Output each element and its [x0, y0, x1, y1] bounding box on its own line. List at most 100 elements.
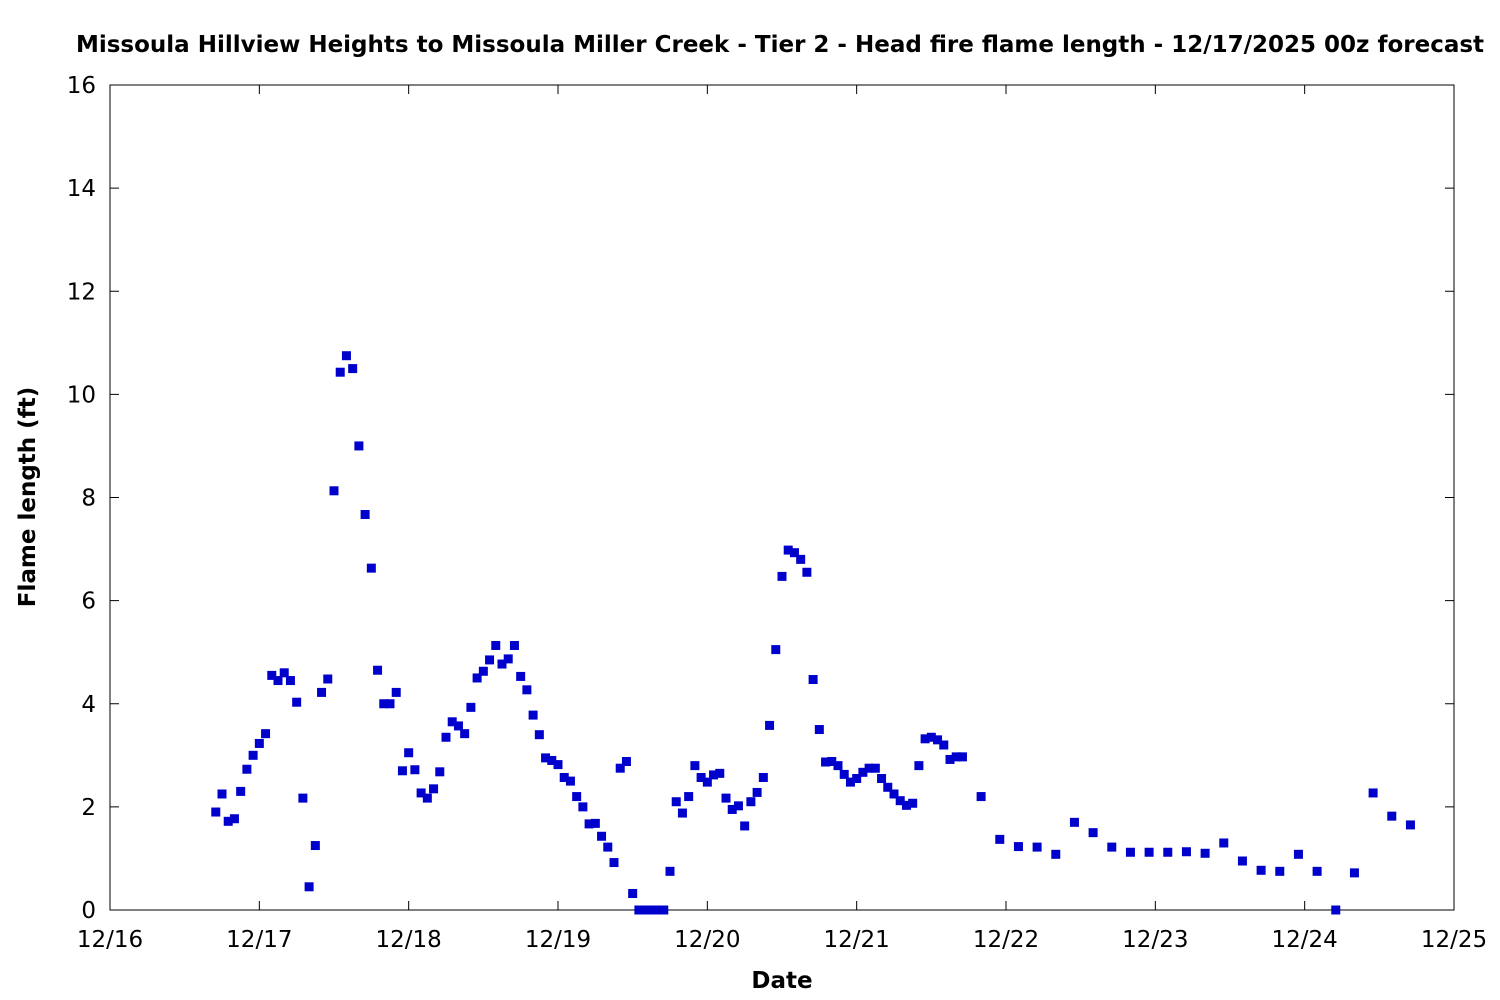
data-point: [553, 760, 563, 770]
data-point: [814, 725, 824, 735]
data-point: [758, 772, 768, 782]
data-point: [354, 441, 364, 451]
data-point: [727, 804, 737, 814]
y-tick-label: 12: [67, 279, 96, 305]
data-point: [1256, 865, 1266, 875]
data-point: [609, 858, 619, 868]
data-point: [236, 786, 246, 796]
data-point: [901, 800, 911, 810]
data-point: [248, 750, 258, 760]
y-tick-label: 4: [81, 692, 96, 718]
data-point: [1405, 820, 1415, 830]
data-point: [590, 818, 600, 828]
data-point: [933, 735, 943, 745]
data-point: [472, 673, 482, 683]
data-point: [827, 757, 837, 766]
data-point: [1387, 811, 1397, 821]
data-point: [541, 753, 551, 763]
data-point: [478, 666, 488, 676]
data-point: [777, 571, 787, 581]
data-point: [665, 866, 675, 876]
x-tick-label: 12/22: [973, 927, 1039, 953]
data-point: [1144, 847, 1154, 857]
data-point: [877, 774, 887, 784]
data-point: [534, 730, 544, 740]
data-point: [858, 767, 868, 777]
data-point: [740, 821, 750, 831]
data-point: [1032, 842, 1042, 852]
data-point: [995, 834, 1005, 844]
x-axis-label: Date: [751, 968, 812, 994]
data-point: [304, 882, 314, 892]
data-point: [808, 675, 818, 685]
data-point: [646, 905, 656, 915]
data-point: [379, 699, 389, 709]
y-tick-label: 10: [67, 382, 96, 408]
data-point: [752, 787, 762, 797]
data-point: [833, 761, 843, 771]
data-point: [522, 685, 532, 695]
data-point: [628, 889, 638, 898]
data-point: [397, 766, 407, 776]
data-point: [584, 819, 594, 829]
data-point: [429, 784, 439, 794]
data-point: [217, 789, 227, 799]
data-point: [821, 757, 831, 767]
data-point: [746, 797, 756, 807]
x-tick-label: 12/24: [1272, 927, 1338, 953]
data-point: [1013, 842, 1023, 852]
data-point: [285, 676, 295, 686]
data-point: [1275, 866, 1285, 876]
x-tick-label: 12/18: [376, 927, 442, 953]
data-point: [385, 699, 395, 709]
y-tick-label: 0: [81, 898, 96, 924]
data-point: [310, 841, 320, 851]
y-tick-label: 16: [67, 73, 96, 99]
data-point: [348, 364, 358, 374]
data-point: [528, 710, 538, 720]
data-point: [696, 772, 706, 782]
data-point: [1331, 905, 1341, 915]
data-point: [453, 721, 463, 731]
data-point: [603, 842, 613, 852]
data-point: [939, 740, 949, 750]
x-tick-label: 12/16: [77, 927, 143, 953]
data-point: [298, 793, 308, 803]
y-tick-label: 14: [67, 176, 96, 202]
data-point: [1069, 817, 1079, 827]
data-point: [920, 734, 930, 744]
data-point: [1349, 868, 1359, 878]
data-point: [1125, 847, 1135, 857]
data-point: [466, 702, 476, 712]
data-point: [509, 640, 519, 650]
data-point: [410, 765, 420, 775]
data-point: [491, 640, 501, 650]
data-point: [1237, 856, 1247, 866]
data-point: [267, 670, 277, 680]
data-point: [883, 782, 893, 792]
data-point: [802, 567, 812, 577]
data-point: [677, 808, 687, 818]
data-point: [771, 645, 781, 655]
y-tick-label: 8: [81, 486, 96, 512]
data-point: [684, 792, 694, 802]
data-point: [957, 752, 967, 762]
x-tick-label: 12/23: [1122, 927, 1188, 953]
x-tick-label: 12/25: [1421, 927, 1487, 953]
data-point: [1163, 847, 1173, 857]
data-point: [721, 793, 731, 803]
data-point: [1200, 848, 1210, 858]
data-point: [279, 668, 289, 678]
data-point: [391, 687, 401, 697]
data-point: [1219, 838, 1229, 848]
y-axis: 0 2 4 6 8 10 12 14 16: [67, 73, 1454, 924]
data-point: [292, 697, 302, 707]
data-point: [317, 687, 327, 697]
y-axis-label: Flame length (ft): [15, 387, 41, 607]
data-point: [839, 769, 849, 779]
data-point: [914, 761, 924, 771]
data-point: [852, 774, 862, 784]
data-point: [845, 777, 855, 787]
data-point: [578, 802, 588, 812]
